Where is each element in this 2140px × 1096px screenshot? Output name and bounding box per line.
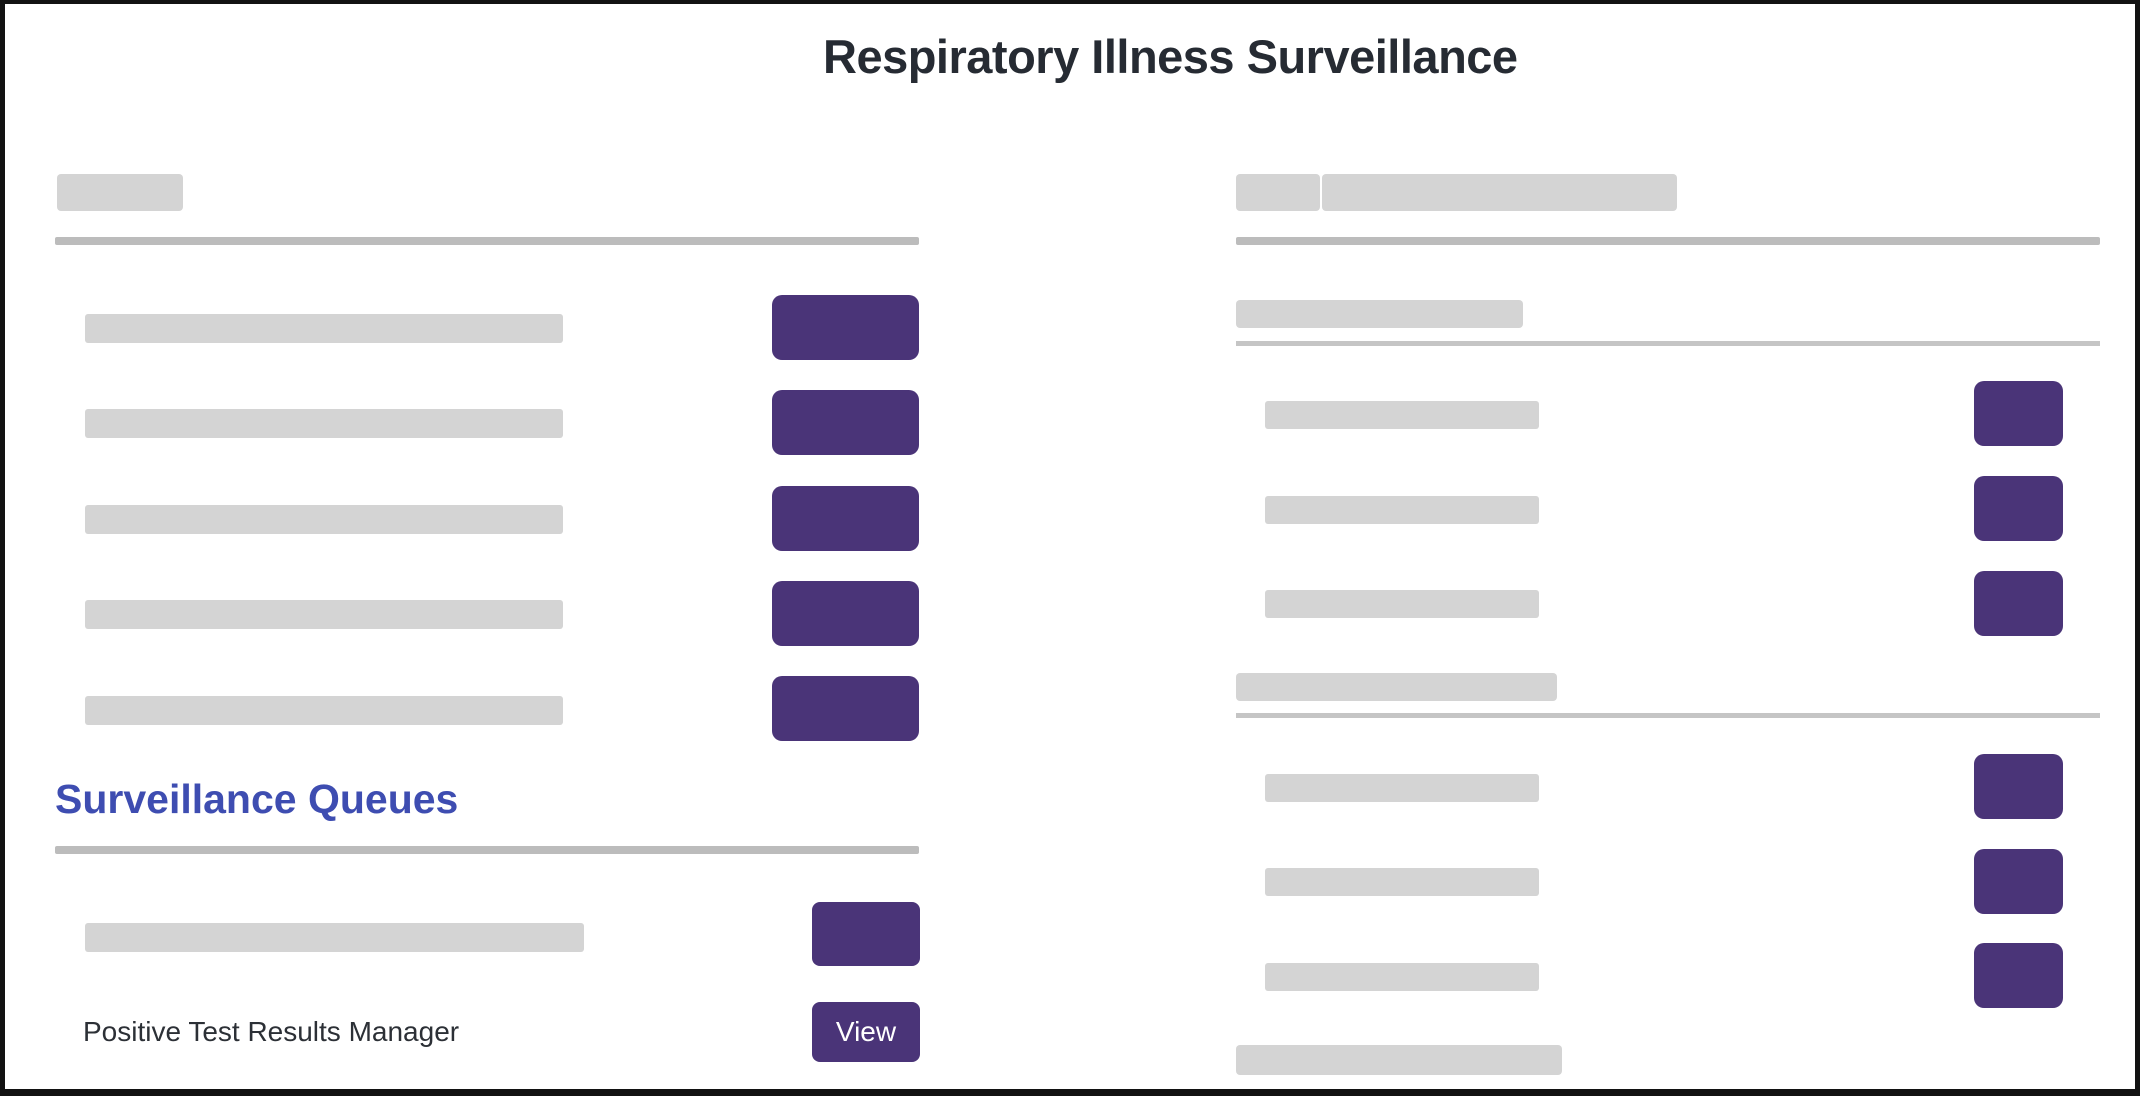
queue-name-label: Positive Test Results Manager <box>83 1016 460 1047</box>
divider <box>1236 713 2100 718</box>
skeleton-text-bar <box>1265 496 1539 524</box>
skeleton-section-header-chip <box>1236 673 1557 701</box>
skeleton-action-button[interactable] <box>1974 476 2063 541</box>
left-panel: Surveillance Queues Positive Test Result… <box>5 4 2135 1089</box>
skeleton-text-bar <box>1265 401 1539 429</box>
skeleton-text-bar <box>1265 963 1539 991</box>
skeleton-text-bar <box>1265 590 1539 618</box>
skeleton-label-chip <box>1236 174 1320 211</box>
divider <box>1236 1089 2099 1094</box>
skeleton-action-button[interactable] <box>1974 754 2063 819</box>
skeleton-label-chip <box>57 174 183 211</box>
skeleton-action-button[interactable] <box>812 902 920 966</box>
skeleton-label-chip <box>1322 174 1677 211</box>
skeleton-action-button[interactable] <box>1974 849 2063 914</box>
skeleton-action-button[interactable] <box>772 390 919 455</box>
skeleton-text-bar <box>85 409 563 438</box>
view-button[interactable]: View <box>812 1002 920 1062</box>
divider <box>55 237 919 245</box>
skeleton-text-bar <box>85 923 584 952</box>
skeleton-text-bar <box>85 600 563 629</box>
divider <box>55 846 919 854</box>
skeleton-action-button[interactable] <box>1974 381 2063 446</box>
skeleton-section-header-chip <box>1236 300 1523 328</box>
skeleton-text-bar <box>1265 868 1539 896</box>
divider <box>1236 237 2100 245</box>
skeleton-action-button[interactable] <box>772 676 919 741</box>
skeleton-text-bar <box>85 696 563 725</box>
page-title: Respiratory Illness Surveillance <box>823 30 1518 83</box>
skeleton-action-button[interactable] <box>1974 571 2063 636</box>
skeleton-text-bar <box>85 505 563 534</box>
skeleton-label-chip <box>1236 1045 1562 1075</box>
skeleton-action-button[interactable] <box>772 295 919 360</box>
skeleton-text-bar <box>85 314 563 343</box>
skeleton-action-button[interactable] <box>772 486 919 551</box>
section-heading-surveillance-queues: Surveillance Queues <box>55 776 459 822</box>
skeleton-text-bar <box>1265 774 1539 802</box>
right-panel <box>5 4 2135 1089</box>
divider <box>1236 341 2100 346</box>
skeleton-action-button[interactable] <box>1974 943 2063 1008</box>
skeleton-action-button[interactable] <box>772 581 919 646</box>
